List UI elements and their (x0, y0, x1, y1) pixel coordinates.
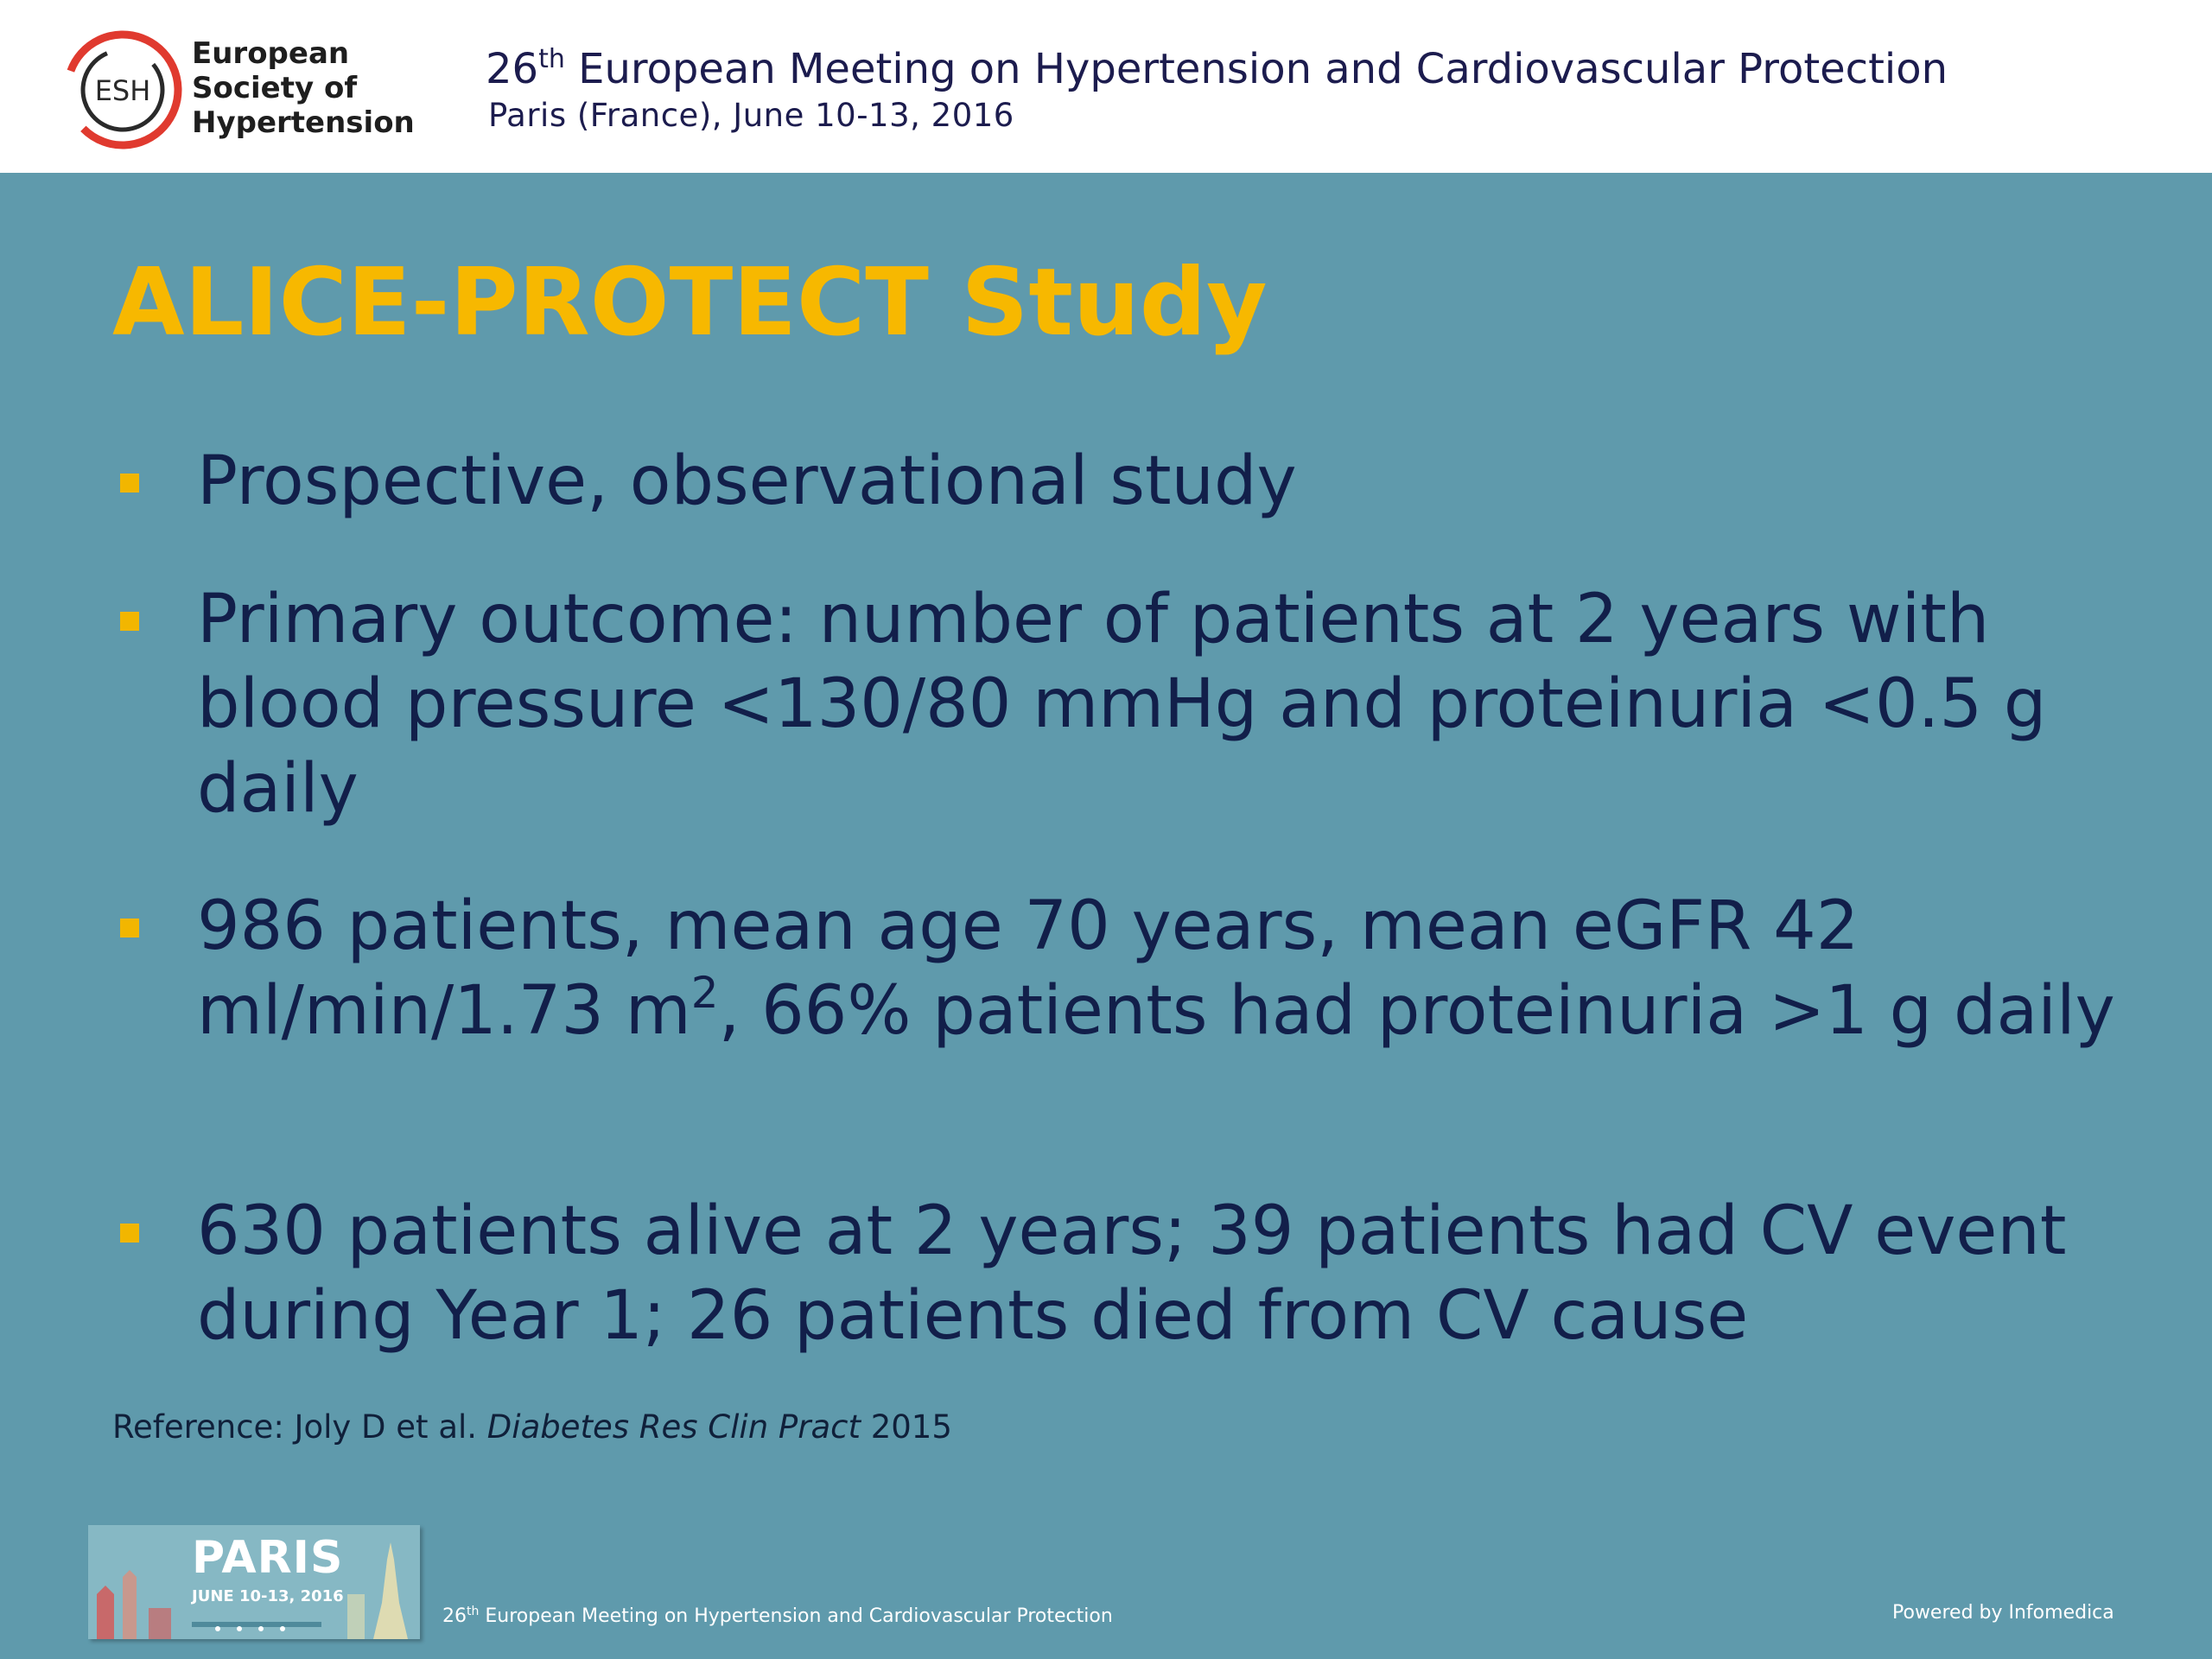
paris-skyline-icon (88, 1525, 420, 1639)
bullet-text: Primary outcome: number of patients at 2… (197, 581, 2047, 828)
meeting-subtitle: Paris (France), June 10-13, 2016 (488, 97, 1014, 134)
bullet-square-icon (120, 612, 139, 631)
bullet-square-icon (120, 1224, 139, 1243)
esh-logo-icon: ESH (63, 30, 182, 149)
logo-name-line: European (192, 36, 350, 71)
powered-by: Powered by Infomedica (1892, 1602, 2114, 1624)
header-bar: ESH European Society of Hypertension 26t… (0, 0, 2212, 173)
bullet-text: 986 patients, mean age 70 years, mean eG… (197, 884, 2133, 1053)
logo-abbr: ESH (95, 74, 151, 107)
bullet-text: Prospective, observational study (197, 442, 1297, 520)
logo-name-line: Hypertension (192, 105, 415, 140)
slide-title: ALICE-PROTECT Study (112, 249, 1268, 357)
meeting-title-text: European Meeting on Hypertension and Car… (578, 45, 1948, 93)
meeting-title: 26th European Meeting on Hypertension an… (486, 45, 1948, 93)
footer-meeting-number: 26 (442, 1605, 467, 1627)
reference-journal: Diabetes Res Clin Pract (486, 1408, 861, 1446)
logo-name: European Society of Hypertension (192, 36, 416, 140)
bullet-text-part: , 66% patients had proteinuria >1 g dail… (718, 972, 2115, 1050)
footer-meeting-text: European Meeting on Hypertension and Car… (479, 1605, 1113, 1627)
bullet-text: 630 patients alive at 2 years; 39 patien… (197, 1192, 2067, 1355)
badge-city: PARIS (192, 1532, 344, 1584)
reference-citation: Reference: Joly D et al. Diabetes Res Cl… (112, 1408, 952, 1446)
reference-prefix: Reference: Joly D et al. (112, 1408, 487, 1446)
paris-meeting-badge: PARIS JUNE 10-13, 2016 (88, 1525, 420, 1639)
bullet-text-part: 986 patients, mean age 70 years, mean eG… (197, 887, 1859, 1050)
meeting-number: 26 (486, 45, 539, 93)
footer-meeting-title: 26th European Meeting on Hypertension an… (442, 1605, 1113, 1627)
footer-meeting-suffix: th (467, 1605, 480, 1618)
meeting-ordinal-suffix: th (538, 44, 565, 74)
badge-date: JUNE 10-13, 2016 (192, 1587, 344, 1605)
logo-name-line: Society of (192, 71, 358, 105)
superscript: 2 (690, 968, 719, 1018)
reference-year: 2015 (860, 1408, 952, 1446)
bullet-square-icon (120, 918, 139, 938)
bullet-square-icon (120, 474, 139, 493)
